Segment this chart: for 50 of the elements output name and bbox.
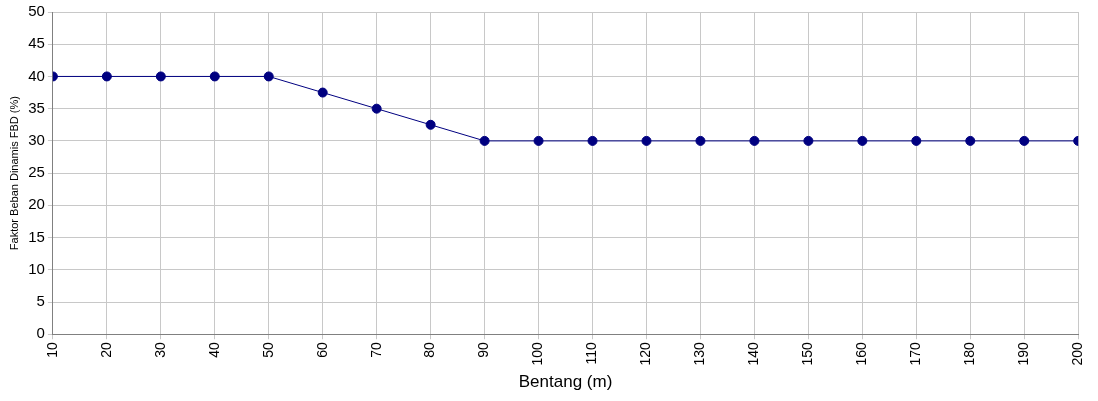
point xyxy=(155,71,166,82)
point xyxy=(857,135,868,146)
x-tick-label: 90 xyxy=(475,342,492,358)
point xyxy=(263,71,274,82)
point xyxy=(911,135,922,146)
y-tick-label: 20 xyxy=(28,195,45,213)
x-tick-label: 170 xyxy=(907,342,924,366)
x-tick-label: 130 xyxy=(691,342,708,366)
x-tick-label: 80 xyxy=(421,342,438,358)
point xyxy=(641,135,652,146)
x-tick-label: 180 xyxy=(961,342,978,366)
x-tick-label: 70 xyxy=(367,342,384,358)
point xyxy=(533,135,544,146)
point xyxy=(1019,135,1030,146)
y-tick-label: 5 xyxy=(36,292,45,310)
y-tick-label: 30 xyxy=(28,131,45,149)
x-tick-label: 120 xyxy=(637,342,654,366)
x-tick-label: 40 xyxy=(205,342,222,358)
y-tick-label: 0 xyxy=(36,324,45,342)
x-tick-label: 30 xyxy=(151,342,168,358)
x-tick-label: 160 xyxy=(853,342,870,366)
y-axis-title: Faktor Beban Dinamis FBD (%) xyxy=(7,96,20,251)
x-tick-label: 50 xyxy=(259,342,276,358)
x-tick-label: 20 xyxy=(97,342,114,358)
point xyxy=(101,71,112,82)
point xyxy=(425,119,436,130)
point xyxy=(587,135,598,146)
x-axis-title: Bentang (m) xyxy=(518,372,613,392)
y-tick-label: 50 xyxy=(28,2,45,20)
point xyxy=(749,135,760,146)
y-tick-label: 25 xyxy=(28,163,45,181)
y-tick-label: 15 xyxy=(28,227,45,245)
point xyxy=(209,71,220,82)
x-tick-label: 140 xyxy=(745,342,762,366)
y-tick-label: 10 xyxy=(28,259,45,277)
x-tick-label: 190 xyxy=(1015,342,1032,366)
point xyxy=(479,135,490,146)
point xyxy=(965,135,976,146)
x-tick-label: 110 xyxy=(583,342,600,365)
x-tick-label: 60 xyxy=(313,342,330,358)
x-tick-label: 100 xyxy=(529,342,546,366)
y-tick-label: 35 xyxy=(28,98,45,116)
x-tick-label: 200 xyxy=(1069,342,1086,366)
x-tick-label: 150 xyxy=(799,342,816,366)
y-tick-label: 45 xyxy=(28,34,45,52)
y-tick-label: 40 xyxy=(28,66,45,84)
point xyxy=(371,103,382,114)
point xyxy=(317,87,328,98)
point xyxy=(803,135,814,146)
point xyxy=(695,135,706,146)
